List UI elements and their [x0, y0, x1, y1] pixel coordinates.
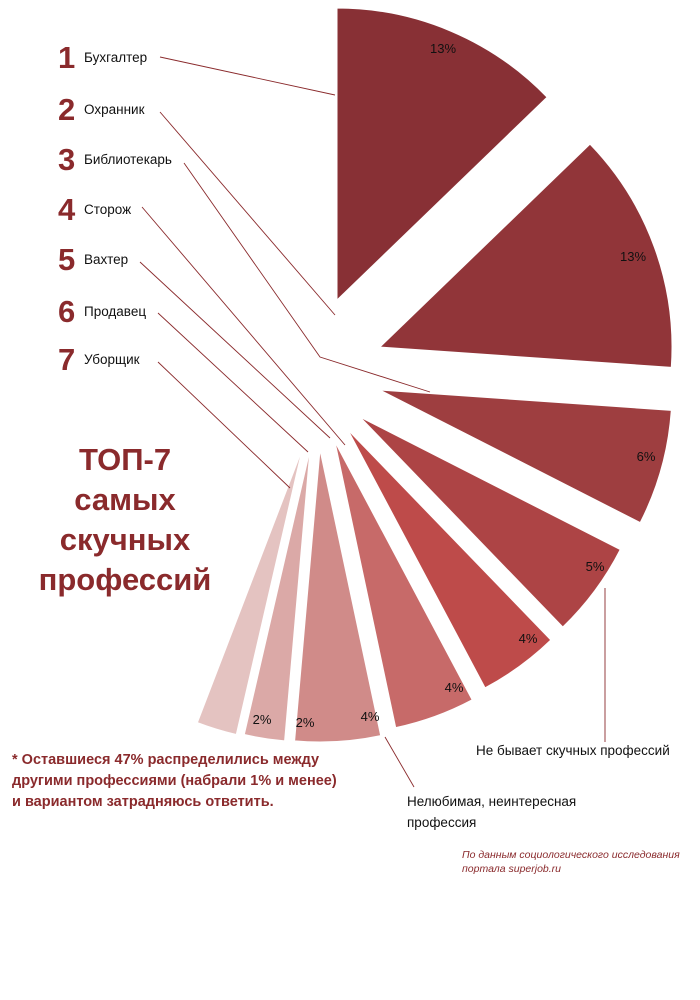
pie-slice — [196, 449, 303, 736]
pie-slice — [378, 143, 673, 368]
slice-value-label: 6% — [637, 449, 656, 464]
source-line: портала superjob.ru — [462, 863, 562, 875]
rank-number: 2 — [58, 92, 75, 127]
leader-line — [139, 261, 331, 439]
pie-slice — [379, 389, 672, 524]
leader-line — [141, 206, 346, 446]
footnote: * Оставшиеся 47% распределились между др… — [12, 752, 337, 810]
callout-label: Не бывает скучных профессий — [476, 743, 670, 758]
source-note: По данным социологического исследования … — [462, 848, 697, 876]
slice-value-label: 4% — [519, 631, 538, 646]
rank-number: 7 — [58, 342, 75, 377]
rank-label: Сторож — [84, 202, 131, 217]
callout-label: профессия — [407, 815, 476, 830]
title-line: профессий — [38, 562, 212, 597]
rank-label: Охранник — [84, 102, 145, 117]
rank-number: 5 — [58, 242, 75, 277]
rank-label: Библиотекарь — [84, 152, 172, 167]
slice-value-label: 2% — [296, 715, 315, 730]
pie-slice — [243, 449, 311, 742]
title-line: самых — [74, 482, 176, 517]
leader-line — [157, 312, 309, 453]
rank-number: 3 — [58, 142, 75, 177]
leader-line — [183, 162, 431, 393]
rank-label: Вахтер — [84, 252, 128, 267]
pie-slice — [347, 429, 552, 689]
pie-slice — [359, 416, 621, 628]
title-line: ТОП-7 — [78, 442, 172, 477]
source-line: По данным социологического исследования — [462, 849, 680, 861]
slice-value-label: 13% — [620, 249, 646, 264]
slice-value-label: 13% — [430, 41, 456, 56]
slice-value-label: 2% — [253, 712, 272, 727]
leader-line — [384, 736, 415, 788]
rank-number: 1 — [58, 40, 75, 75]
leader-line — [159, 111, 336, 316]
leader-line — [157, 361, 291, 489]
pie-slice — [294, 449, 382, 743]
chart-title: ТОП-7 самых скучных профессий — [20, 440, 230, 600]
pie-slice — [336, 7, 548, 302]
slice-value-label: 5% — [586, 559, 605, 574]
slice-value-label: 4% — [361, 709, 380, 724]
rank-label: Бухгалтер — [84, 50, 147, 65]
leader-line — [159, 56, 336, 96]
slice-value-label: 4% — [445, 680, 464, 695]
title-line: скучных — [59, 522, 191, 557]
rank-number: 6 — [58, 294, 75, 329]
callout-label: Нелюбимая, неинтересная — [407, 794, 576, 809]
rank-number: 4 — [58, 192, 76, 227]
rank-label: Уборщик — [84, 352, 140, 367]
pie-slice — [334, 441, 473, 729]
rank-label: Продавец — [84, 304, 146, 319]
